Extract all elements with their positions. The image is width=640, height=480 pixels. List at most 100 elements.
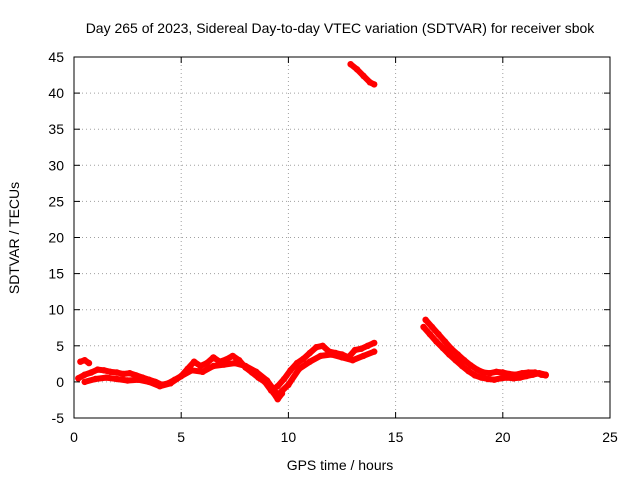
data-point — [426, 331, 434, 338]
axis-ticks: 0 5 10 15 20 25 -5 0 5 10 15 20 25 30 35 40 45 — [48, 49, 618, 445]
data-point — [263, 377, 271, 384]
data-point — [371, 339, 378, 347]
data-point — [471, 372, 479, 379]
data-point — [480, 369, 487, 376]
y-tick-label: 20 — [48, 230, 64, 246]
data-point — [491, 376, 498, 383]
data-point — [433, 338, 440, 345]
data-point — [190, 358, 198, 365]
data-point — [536, 370, 543, 377]
data-point — [484, 375, 491, 383]
data-point — [446, 351, 453, 358]
series-line — [81, 348, 378, 398]
data-point — [523, 372, 530, 380]
data-point — [371, 348, 378, 355]
grid — [74, 57, 610, 418]
data-point — [167, 380, 174, 387]
data-point — [126, 370, 133, 377]
data-point — [156, 383, 163, 390]
data-point — [364, 342, 371, 349]
data-point — [360, 72, 367, 80]
y-tick-label: -5 — [52, 410, 65, 426]
y-tick-label: 10 — [48, 302, 64, 318]
data-point — [516, 374, 524, 381]
data-point — [107, 368, 114, 375]
data-point — [328, 351, 335, 358]
y-tick-label: 5 — [56, 338, 64, 354]
data-point — [503, 374, 511, 381]
data-point — [92, 375, 99, 383]
data-point — [199, 368, 206, 375]
data-point — [497, 375, 504, 382]
data-point — [124, 377, 131, 384]
data-point — [210, 362, 217, 370]
data-point — [280, 375, 288, 383]
x-axis-label: GPS time / hours — [287, 457, 394, 473]
data-point — [349, 357, 356, 364]
data-point — [178, 372, 185, 380]
data-point — [478, 374, 485, 381]
data-point — [120, 370, 127, 378]
data-point — [486, 370, 494, 377]
data-point — [454, 351, 461, 358]
data-point — [435, 331, 442, 338]
data-point — [85, 359, 93, 367]
data-point — [210, 354, 217, 361]
x-tick-label: 20 — [495, 429, 511, 445]
data-point — [371, 81, 378, 88]
data-point — [317, 352, 324, 360]
x-tick-label: 5 — [177, 429, 185, 445]
data-point — [88, 369, 95, 376]
data-point — [231, 359, 238, 367]
data-point — [287, 367, 294, 374]
data-point — [253, 368, 260, 375]
data-point — [197, 362, 204, 370]
data-point — [461, 357, 468, 364]
data-point — [220, 361, 228, 368]
data-point — [278, 390, 286, 397]
x-tick-label: 15 — [388, 429, 404, 445]
data-point — [100, 367, 108, 374]
y-tick-label: 45 — [48, 49, 64, 65]
data-point — [242, 362, 249, 370]
data-point — [313, 344, 320, 351]
data-point — [293, 359, 301, 367]
data-point — [448, 345, 455, 352]
y-tick-label: 40 — [48, 85, 64, 101]
data-point — [135, 376, 142, 383]
data-point — [145, 378, 153, 386]
data-point — [81, 378, 88, 386]
data-point — [113, 375, 121, 383]
data-point — [103, 374, 110, 381]
data-point — [499, 369, 506, 376]
data-point — [542, 371, 549, 378]
data-point — [467, 362, 474, 369]
chart-title: Day 265 of 2023, Sidereal Day-to-day VTE… — [86, 20, 596, 36]
data-point — [338, 354, 346, 361]
data-point — [270, 389, 277, 396]
data-point — [94, 366, 101, 373]
data-point — [274, 396, 281, 403]
data-point — [353, 66, 361, 73]
data-point — [473, 366, 481, 373]
data-point — [319, 342, 326, 349]
data-point — [285, 381, 292, 388]
data-point — [358, 345, 365, 352]
data-point — [347, 60, 354, 68]
y-tick-label: 0 — [56, 374, 64, 390]
data-point — [428, 323, 436, 331]
data-points — [75, 60, 549, 403]
data-point — [306, 358, 313, 365]
data-point — [351, 346, 359, 354]
data-point — [458, 362, 466, 370]
data-point — [422, 316, 429, 323]
y-tick-label: 30 — [48, 157, 64, 173]
y-axis-label: SDTVAR / TECUs — [6, 182, 22, 294]
y-tick-label: 35 — [48, 121, 64, 137]
data-point — [510, 375, 517, 382]
data-point — [229, 352, 236, 360]
data-point — [465, 367, 472, 375]
y-tick-label: 15 — [48, 266, 64, 282]
data-point — [360, 352, 367, 360]
